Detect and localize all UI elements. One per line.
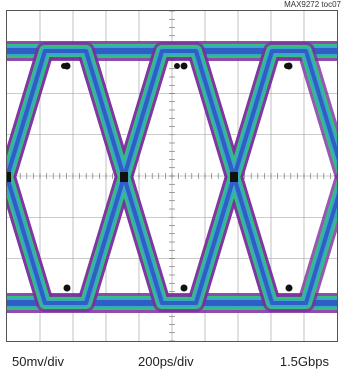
figure-id: MAX9272 toc07 <box>284 0 341 9</box>
crossing-marker <box>120 172 128 182</box>
scale-footer: 50mv/div 200ps/div 1.5Gbps <box>0 354 343 372</box>
rail-marker <box>174 63 180 69</box>
eye-traces <box>7 41 337 313</box>
rail-marker <box>180 284 188 292</box>
rail-marker <box>285 284 293 292</box>
crossing-marker <box>230 172 238 182</box>
transition-core <box>7 170 47 304</box>
time-scale-label: 200ps/div <box>138 354 194 369</box>
rail-marker <box>63 284 71 292</box>
rail-marker <box>285 62 293 70</box>
data-rate-label: 1.5Gbps <box>279 354 329 369</box>
rail-marker <box>63 62 71 70</box>
eye-diagram-plot <box>6 10 338 342</box>
eye-diagram-svg <box>7 11 337 341</box>
vertical-scale-label: 50mv/div <box>12 354 65 369</box>
rail-marker <box>180 62 188 70</box>
transition-core <box>7 50 47 184</box>
crossing-marker <box>7 172 11 182</box>
